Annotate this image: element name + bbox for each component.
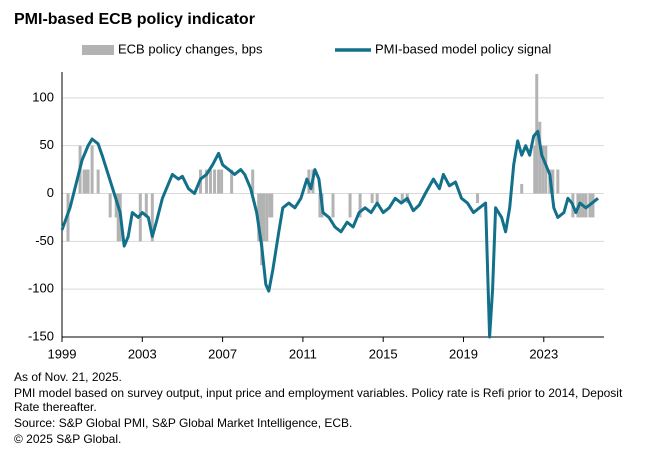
bar [270,193,274,218]
y-tick-label: 100 [32,89,54,104]
bar [348,193,352,218]
bar [260,193,264,266]
legend-swatch [82,45,114,55]
chart-title: PMI-based ECB policy indicator [14,11,255,28]
y-tick-label: -50 [35,233,54,248]
chart: PMI-based ECB policy indicator -150 -100 -… [14,11,604,361]
x-tick-label: 2007 [208,346,237,361]
bar [375,193,379,204]
bar [90,145,94,194]
x-tick-label: 2023 [529,346,558,361]
bar [220,169,224,194]
bar [213,169,217,194]
bar [268,193,272,218]
notes: As of Nov. 21, 2025. PMI model based on s… [14,370,634,448]
bar [520,183,524,194]
bar [262,193,266,242]
bar [84,169,88,194]
bar [150,193,154,242]
bar [265,193,269,242]
note: PMI model based on survey output, input … [14,386,623,414]
x-tick-label: 2011 [289,346,317,361]
y-tick-label: -150 [28,328,54,343]
y-tick-label: 50 [40,137,54,152]
x-tick-label: 2003 [128,346,157,361]
note: Source: S&P Global PMI, S&P Global Marke… [14,416,353,430]
bar [591,193,595,218]
x-tick-label: 2019 [449,346,478,361]
bar [251,169,255,194]
bar [82,169,86,194]
bar [138,193,142,242]
x-tick-label: 2015 [369,346,398,361]
note: As of Nov. 21, 2025. [14,370,122,384]
bar [400,193,404,204]
y-tick-label: -100 [28,281,54,296]
bar [108,193,112,218]
bar [370,193,374,204]
bar [318,193,322,218]
bar [541,145,545,194]
x-tick-label: 1999 [48,346,77,361]
legend-label: PMI-based model policy signal [375,41,551,56]
bar [331,193,335,218]
bar [584,193,588,218]
bar [209,169,213,194]
bar [358,193,362,218]
bar [144,193,148,218]
bar [551,169,555,194]
bar [217,169,221,194]
bar [116,193,120,242]
y-tick-label: 0 [47,185,54,200]
bar [556,169,560,194]
bar [476,193,480,204]
bar [205,169,209,194]
bar [230,169,234,194]
bar [538,121,542,194]
line [60,129,599,339]
bar [96,169,100,194]
note: © 2025 S&P Global. [14,432,122,446]
bar [86,169,90,194]
bar [533,145,537,194]
legend-label: ECB policy changes, bps [118,41,263,56]
bar [114,193,118,218]
bar [544,145,548,194]
